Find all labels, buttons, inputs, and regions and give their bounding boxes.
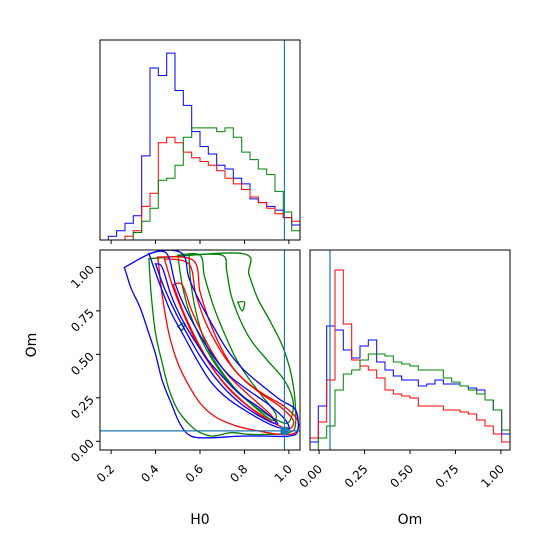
h0-hist-green-series [100,127,301,241]
h0-hist-blue-series [100,52,301,241]
joint-x-tick-label-2: 0.6 [183,462,206,485]
joint-y-tick-label-3: 0.75 [68,306,97,335]
contour-green-level-0 [177,253,277,422]
om-hist-red-series [309,269,511,450]
joint-x-tick-label-0: 0.2 [94,462,117,485]
joint-x-tick-label-4: 1.0 [272,462,295,485]
joint-y-tick-label-4: 1.00 [68,262,97,291]
contour-blue-level-1 [147,250,290,431]
h0-hist-red-series [100,136,301,241]
h0-marginal-panel [99,39,301,244]
x-axis-label-om: Om [398,512,423,528]
om-hist-blue-series [309,325,511,450]
joint-y-tick-label-1: 0.25 [68,393,97,422]
joint-x-tick-label-3: 0.8 [227,462,250,485]
y-axis-label-om: Om [24,333,40,358]
om-marginal-panel: 0.00 0.25 0.50 0.75 1.00 [296,249,511,491]
joint-x-tick-label-1: 0.4 [138,462,161,485]
h0-om-joint-panel: 0.2 0.4 0.6 0.8 1.0 0.00 0.25 0.50 0.75 1.00 [68,249,301,485]
om-x-tick-label-1: 0.25 [342,462,371,491]
om-x-tick-label-0: 0.00 [296,462,325,491]
joint-truth-marker [280,426,289,435]
x-axis-label-h0: H0 [190,512,209,528]
joint-contours-group [123,250,300,439]
h0-marginal-frame [99,39,301,241]
om-x-tick-label-4: 1.00 [478,462,507,491]
contour-green-level-2 [148,252,297,437]
om-x-tick-label-3: 0.75 [433,462,462,491]
contour-red-level-1 [163,257,295,430]
joint-y-tick-label-2: 0.50 [68,349,97,378]
om-x-tick-label-2: 0.50 [387,462,416,491]
contour-blue-level-0 [154,262,279,425]
joint-y-tick-label-0: 0.00 [68,436,97,465]
om-hist-green-series [310,353,511,451]
contour-red-level-2 [157,256,300,436]
contour-blue-level-2 [123,250,300,439]
contour-green-level-3 [236,300,246,312]
